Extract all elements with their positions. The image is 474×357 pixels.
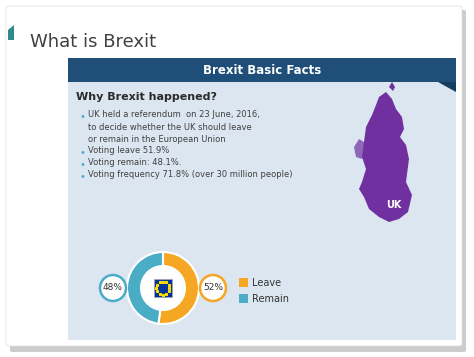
Wedge shape — [158, 252, 199, 324]
FancyBboxPatch shape — [68, 58, 456, 82]
Text: UK: UK — [386, 200, 401, 210]
Text: Remain: Remain — [252, 293, 289, 303]
Text: What is Brexit: What is Brexit — [30, 33, 156, 51]
Text: 48%: 48% — [103, 283, 123, 292]
FancyBboxPatch shape — [10, 10, 466, 352]
Text: Voting leave 51.9%: Voting leave 51.9% — [88, 146, 169, 155]
FancyBboxPatch shape — [6, 6, 462, 346]
Text: •: • — [79, 160, 85, 170]
Wedge shape — [127, 252, 163, 324]
Circle shape — [100, 275, 126, 301]
Circle shape — [142, 267, 184, 309]
Polygon shape — [354, 139, 366, 159]
Text: Brexit Basic Facts: Brexit Basic Facts — [203, 64, 321, 76]
Text: •: • — [79, 148, 85, 158]
Text: 52%: 52% — [203, 283, 223, 292]
FancyBboxPatch shape — [68, 58, 456, 340]
Circle shape — [200, 275, 226, 301]
Bar — [239, 278, 248, 287]
Text: Why Brexit happened?: Why Brexit happened? — [76, 92, 217, 102]
Bar — [239, 294, 248, 303]
Polygon shape — [359, 92, 412, 222]
Text: •: • — [79, 112, 85, 122]
Text: Leave: Leave — [252, 277, 281, 287]
Polygon shape — [438, 82, 456, 92]
Text: Voting remain: 48.1%.: Voting remain: 48.1%. — [88, 158, 182, 167]
Text: Voting frequency 71.8% (over 30 million people): Voting frequency 71.8% (over 30 million … — [88, 170, 292, 179]
Text: •: • — [79, 172, 85, 182]
Polygon shape — [8, 25, 14, 40]
Polygon shape — [389, 82, 395, 91]
Text: UK held a referendum  on 23 June, 2016,
to decide whether the UK should leave
or: UK held a referendum on 23 June, 2016, t… — [88, 110, 260, 144]
FancyBboxPatch shape — [154, 279, 172, 297]
